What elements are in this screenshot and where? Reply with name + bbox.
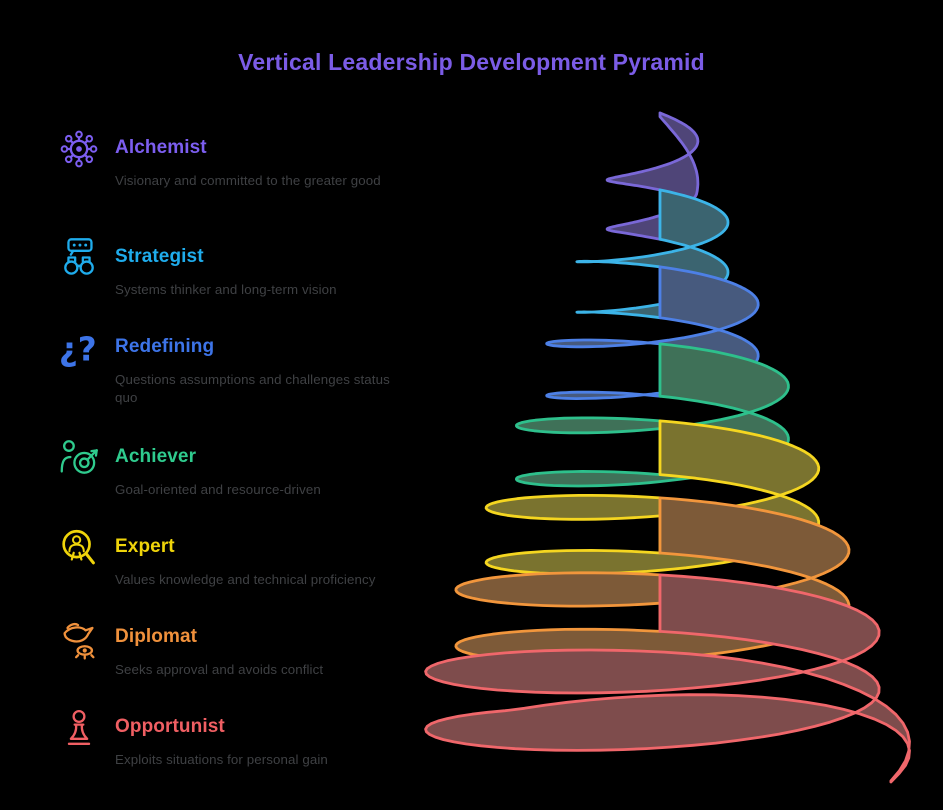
level-item-opportunist: Opportunist Exploits situations for pers… — [56, 705, 393, 769]
level-name: Achiever — [115, 446, 197, 467]
level-name: Redefining — [115, 336, 215, 357]
level-item-redefining: ¿? Redefining Questions assumptions and … — [56, 325, 393, 407]
svg-text:¿?: ¿? — [59, 330, 97, 368]
question-marks-icon: ¿? — [56, 325, 102, 371]
level-name: Alchemist — [115, 137, 207, 158]
level-name: Expert — [115, 536, 175, 557]
level-item-achiever: Achiever Goal-oriented and resource-driv… — [56, 435, 393, 499]
dove-eye-icon — [56, 615, 102, 661]
level-item-diplomat: Diplomat Seeks approval and avoids confl… — [56, 615, 393, 679]
pyramid-band-opportunist — [424, 573, 911, 784]
level-description: Visionary and committed to the greater g… — [115, 173, 381, 188]
level-item-alchemist: Alchemist Visionary and committed to the… — [56, 126, 393, 190]
page-title: Vertical Leadership Development Pyramid — [238, 49, 705, 75]
level-name: Strategist — [115, 246, 204, 267]
person-target-icon — [56, 435, 102, 481]
level-description: Goal-oriented and resource-driven — [115, 482, 321, 497]
level-description: Questions assumptions and challenges sta… — [115, 372, 390, 405]
magnifier-award-icon — [56, 525, 102, 571]
level-description: Systems thinker and long-term vision — [115, 282, 337, 297]
level-description: Values knowledge and technical proficien… — [115, 572, 376, 587]
level-item-expert: Expert Values knowledge and technical pr… — [56, 525, 393, 589]
level-name: Opportunist — [115, 716, 225, 737]
level-description: Exploits situations for personal gain — [115, 752, 328, 767]
binoculars-chat-icon — [56, 235, 102, 281]
level-item-strategist: Strategist Systems thinker and long-term… — [56, 235, 393, 299]
molecule-icon — [56, 126, 102, 172]
level-description: Seeks approval and avoids conflict — [115, 662, 324, 677]
level-name: Diplomat — [115, 626, 198, 647]
chess-pawn-icon — [56, 705, 102, 751]
